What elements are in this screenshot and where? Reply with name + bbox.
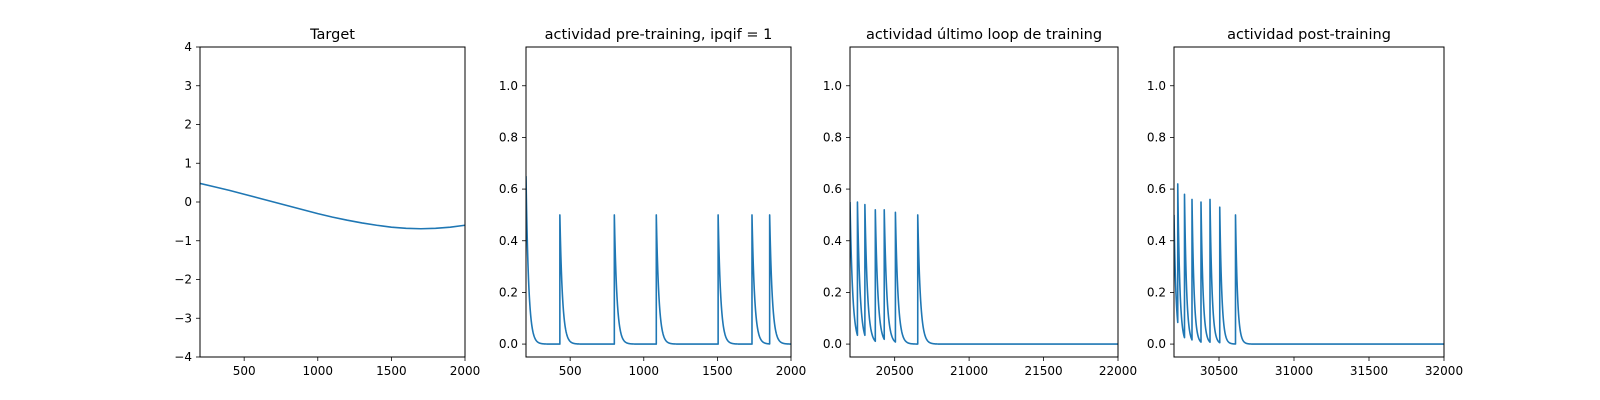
x-tick-label: 31500: [1350, 364, 1388, 378]
y-tick-label: 2: [184, 118, 192, 132]
x-tick-label: 21500: [1024, 364, 1062, 378]
x-tick-label: 1000: [303, 364, 334, 378]
y-tick-label: 0.6: [1147, 182, 1166, 196]
series-line: [526, 176, 791, 345]
panel-post-training: 30500 31000 31500 32000 0.0 0.2 0.4 0.6 0.8 1.0 ac…: [1147, 27, 1463, 378]
x-tick-label: 1500: [376, 364, 407, 378]
series-line: [200, 182, 465, 230]
y-tick-label: 0.4: [1147, 234, 1166, 248]
y-tick-label: 0.2: [1147, 285, 1166, 299]
y-tick-label: 0.0: [1147, 337, 1166, 351]
y-tick-label: 1: [184, 156, 192, 170]
y-tick-label: −2: [174, 273, 192, 287]
y-tick-label: 0.0: [823, 337, 842, 351]
y-tick-label: 0.4: [823, 234, 842, 248]
y-tick-label: 1.0: [823, 79, 842, 93]
x-tick-label: 20500: [876, 364, 914, 378]
chart-title: actividad último loop de training: [866, 27, 1102, 43]
series-line: [850, 201, 1118, 345]
y-tick-label: −4: [174, 350, 192, 364]
y-tick-label: 0.2: [823, 285, 842, 299]
y-tick-label: 0.8: [499, 130, 518, 144]
y-tick-label: 0.2: [499, 285, 518, 299]
axes-frame: [849, 46, 1119, 358]
y-tick-label: 3: [184, 79, 192, 93]
y-tick-label: 1.0: [1147, 79, 1166, 93]
x-tick-label: 1000: [629, 364, 660, 378]
panel-last-training-loop: 20500 21000 21500 22000 0.0 0.2 0.4 0.6 0.8 1.0 ac…: [823, 27, 1137, 378]
x-tick-label: 500: [233, 364, 256, 378]
x-tick-label: 1500: [702, 364, 733, 378]
x-tick-label: 32000: [1425, 364, 1463, 378]
y-tick-label: 0.6: [823, 182, 842, 196]
y-tick-label: 0.8: [823, 130, 842, 144]
chart-title: Target: [309, 27, 355, 43]
axes-frame: [525, 46, 792, 358]
axes-frame: [1173, 46, 1445, 358]
x-tick-label: 22000: [1099, 364, 1137, 378]
y-tick-label: 0.0: [499, 337, 518, 351]
x-tick-label: 2000: [776, 364, 807, 378]
series-line: [1174, 183, 1444, 345]
x-tick-label: 21000: [950, 364, 988, 378]
panel-pre-training: 500 1000 1500 2000 0.0 0.2 0.4 0.6 0.8 1.0 activid…: [499, 27, 806, 378]
y-tick-label: 0: [184, 195, 192, 209]
y-tick-label: 0.6: [499, 182, 518, 196]
y-tick-label: 4: [184, 40, 192, 54]
y-tick-label: 0.4: [499, 234, 518, 248]
x-tick-label: 500: [559, 364, 582, 378]
x-tick-label: 2000: [450, 364, 481, 378]
x-tick-label: 31000: [1275, 364, 1313, 378]
chart-title: actividad post-training: [1227, 27, 1391, 43]
x-tick-label: 30500: [1200, 364, 1238, 378]
y-tick-label: 0.8: [1147, 130, 1166, 144]
chart-title: actividad pre-training, ipqif = 1: [545, 27, 773, 43]
y-tick-label: 1.0: [499, 79, 518, 93]
axes-frame: [199, 46, 466, 358]
y-tick-label: −1: [174, 234, 192, 248]
panel-target: 500 1000 1500 2000 −4 −3 −2 −1 0 1 2 3 4 Target: [174, 27, 480, 378]
y-tick-label: −3: [174, 311, 192, 325]
